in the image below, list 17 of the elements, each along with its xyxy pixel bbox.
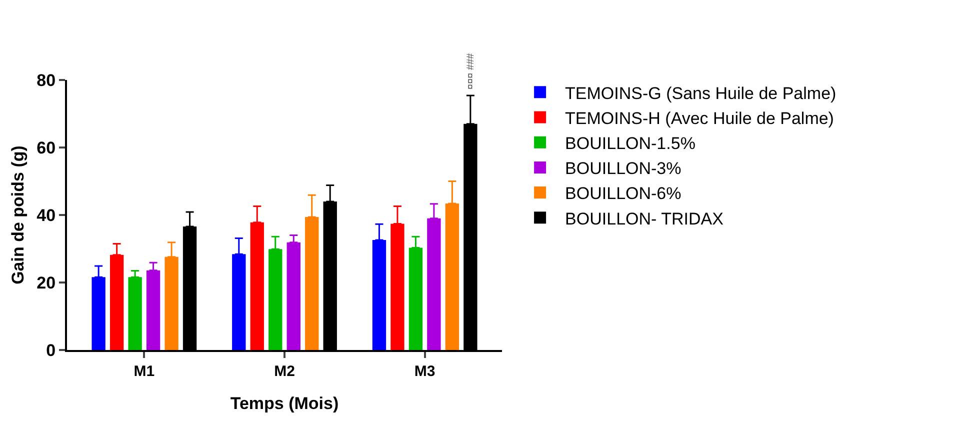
- legend-label: BOUILLON-6%: [565, 184, 682, 204]
- x-tick-label: M2: [274, 363, 295, 380]
- legend-label: TEMOINS-H (Avec Huile de Palme): [565, 108, 834, 128]
- y-tick-label: 20: [36, 273, 56, 292]
- y-axis-title: Gain de poids (g): [8, 146, 28, 284]
- legend-label: BOUILLON- TRIDAX: [565, 209, 724, 228]
- x-tick-label: M1: [134, 363, 155, 380]
- y-tick-label: 60: [36, 138, 56, 158]
- legend-label: BOUILLON-1.5%: [565, 134, 696, 153]
- annotation: ¤¤¤ ###: [465, 52, 476, 90]
- y-tick-label: 40: [36, 206, 56, 225]
- legend-label: BOUILLON-3%: [565, 159, 682, 178]
- x-tick-label: M3: [414, 363, 436, 380]
- y-tick-label: 80: [36, 70, 56, 90]
- legend-label: TEMOINS-G (Sans Huile de Palme): [565, 84, 836, 103]
- y-tick-label: 0: [46, 340, 56, 360]
- x-axis-title: Temps (Mois): [230, 394, 339, 413]
